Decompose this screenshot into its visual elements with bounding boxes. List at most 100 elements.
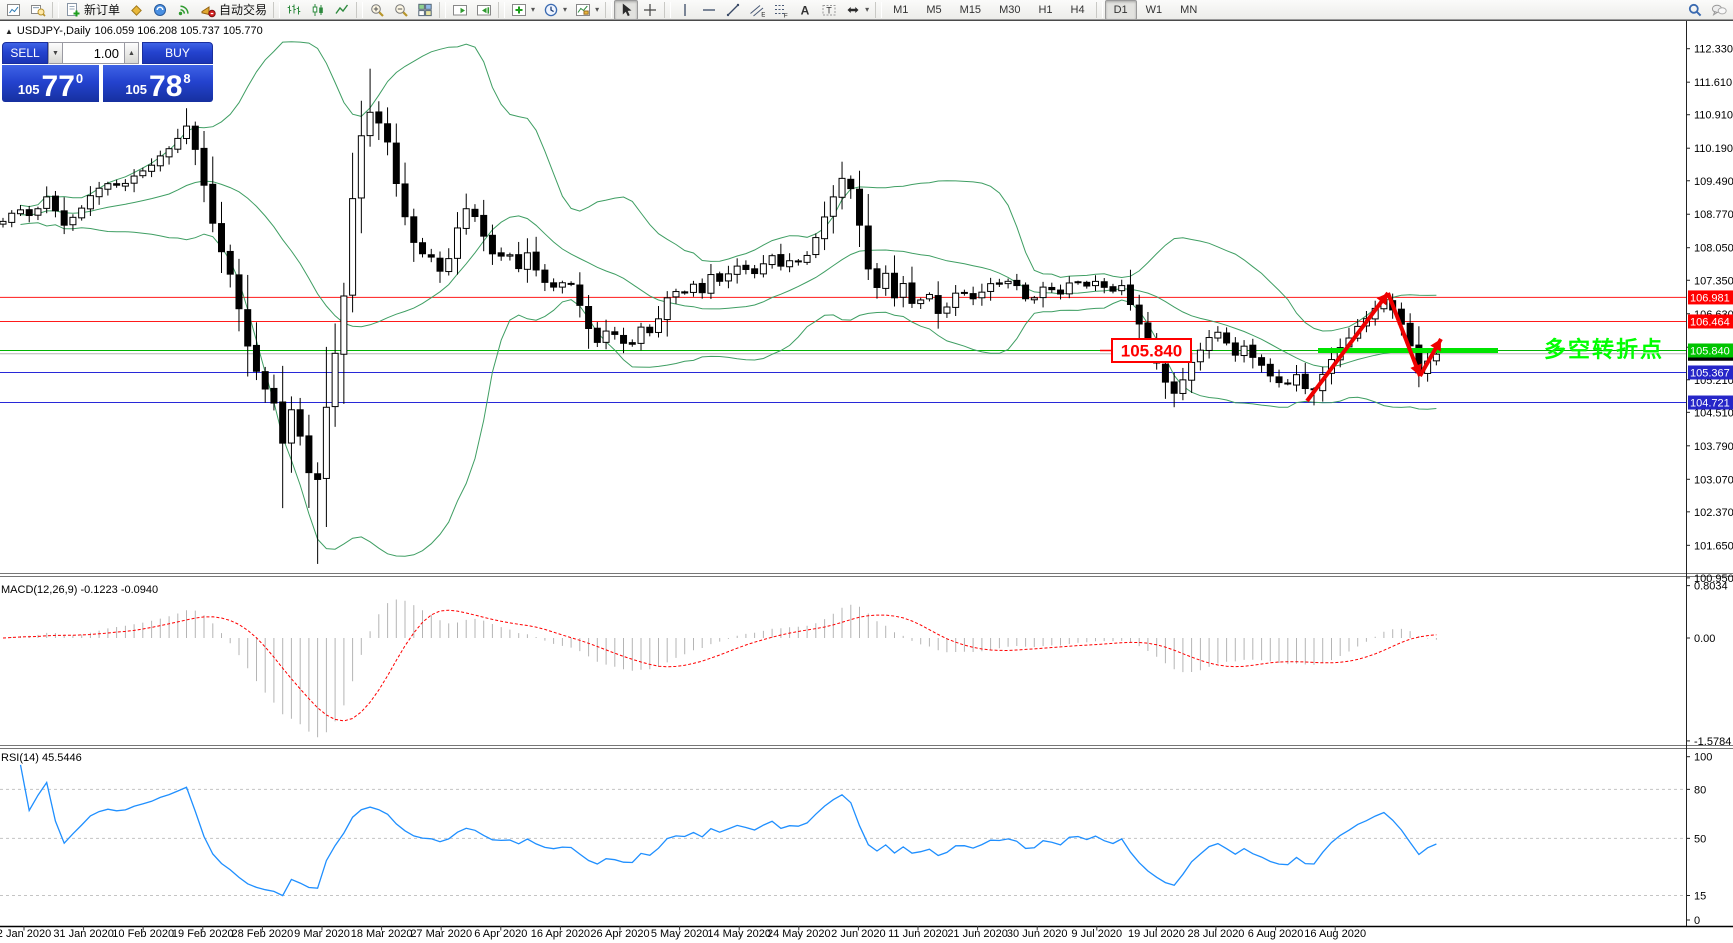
toolbar-separator [356,1,364,18]
rsi-level-lines [0,788,1686,897]
date-tick-label: 28 Feb 2020 [232,928,294,940]
rsi-tick-label: 0 [1694,915,1700,927]
label-t-icon: T [822,4,836,15]
toolbar-autoscroll-button[interactable] [448,0,472,20]
candlesticks [0,68,1440,564]
toolbar-new-order-button[interactable]: 新订单 [61,0,124,20]
buy-button[interactable]: BUY [142,42,213,64]
trend-arrow-head [1430,339,1441,352]
trend-arrow-head [1410,363,1422,376]
level-price-box [1688,343,1733,358]
toolbar-autotrade-button[interactable]: 自动交易 [196,0,271,20]
trend-arrow-line[interactable] [1386,292,1422,377]
toolbar-periods-clock-button[interactable]: ▾ [539,0,571,20]
timeframe-M5-button[interactable]: M5 [917,0,950,20]
bollinger-bands [20,41,1437,557]
timeframe-MN-button[interactable]: MN [1171,0,1206,20]
price-tick-label: 107.350 [1694,275,1733,287]
channel-icon: E [750,4,765,18]
price-tick-label: 102.370 [1694,507,1733,519]
toolbar-chat-button[interactable] [1707,0,1731,20]
timeframe-M1-button[interactable]: M1 [884,0,917,20]
dropdown-arrow-icon[interactable]: ▾ [595,5,600,14]
toolbar-hline-button[interactable] [697,0,721,20]
date-tick-label: 2 Jun 2020 [831,928,885,940]
toolbar-signals-green-button[interactable] [172,0,196,20]
sell-button[interactable]: SELL [2,42,48,64]
history-gold-icon [131,4,142,16]
date-tick-label: 19 Jul 2020 [1128,928,1185,940]
price-tick-label: 110.910 [1694,110,1733,122]
autoscroll-icon [453,4,468,15]
level-price-box [1688,290,1733,305]
dropdown-arrow-icon[interactable]: ▾ [563,5,568,14]
svg-text:F: F [784,12,788,18]
dropdown-arrow-icon[interactable]: ▾ [865,5,870,14]
main-toolbar: 新订单 自动交易 ▾ ▾ ▾ E F A T ▾ M1 M5 M15 M30 H1 H4 D1 W1 MN [0,0,1733,20]
chat-icon [1711,4,1727,16]
buy-price-display[interactable]: 105 78 8 [103,65,213,102]
date-tick-label: 11 Jun 2020 [888,928,948,940]
toolbar-fibonacci-button[interactable]: F [769,0,793,20]
toolbar-search-button[interactable] [1683,0,1707,20]
timeframe-D1-button[interactable]: D1 [1104,0,1137,20]
toolbar-zoom-in-button[interactable] [365,0,389,20]
toolbar-trendline-button[interactable] [721,0,745,20]
sell-price-big: 77 [41,70,75,103]
rsi-tick-label: 100 [1694,752,1712,764]
timeframe-MN-label: MN [1180,3,1198,16]
toolbar-history-gold-button[interactable] [124,0,148,20]
timeframe-M5-label: M5 [926,3,942,16]
price-tick-label: 104.510 [1694,407,1733,419]
toolbar-autotrade-label: 自动交易 [219,3,268,17]
toolbar-cursor-button[interactable] [614,0,639,20]
crosshair-icon [644,3,657,16]
toolbar-candles-chart-button[interactable] [306,0,330,20]
toolbar-vline-button[interactable] [673,0,697,20]
toolbar-label-t-button[interactable]: T [817,0,841,20]
toolbar-chart-shift-button[interactable] [472,0,496,20]
price-tick-label: 101.650 [1694,540,1733,552]
toolbar-channel-button[interactable]: E [745,0,769,20]
timeframe-H1-button[interactable]: H1 [1029,0,1061,20]
volume-decrease-button[interactable]: ▼ [48,42,63,64]
price-tag-box[interactable] [1111,338,1192,363]
volume-input[interactable]: 1.00 [63,42,124,64]
rsi-line [19,764,1437,897]
volume-increase-button[interactable]: ▲ [124,42,139,64]
chart-symbol-ohlc: ▲ USDJPY-,Daily 106.059 106.208 105.737 … [5,25,263,37]
trendline-icon [726,3,740,16]
toolbar-indicators-button[interactable]: ▾ [507,0,539,20]
sell-price-prefix: 105 [17,82,40,97]
timeframe-H4-button[interactable]: H4 [1062,0,1094,20]
price-tick-label: 111.610 [1694,77,1732,89]
price-scale[interactable]: 112.330 111.610 110.910 110.190 109.490 108.7… [1686,44,1733,927]
toolbar-right-icons [1683,0,1731,20]
dropdown-arrow-icon[interactable]: ▾ [531,5,536,14]
indicators-icon [512,3,527,16]
toolbar-text-a-button[interactable]: A [793,0,817,20]
trend-arrow-line[interactable] [1305,291,1390,403]
toolbar-line-chart-button[interactable] [330,0,354,20]
date-tick-label: 18 Mar 2020 [351,928,413,940]
toolbar-separator [439,1,447,18]
timeframe-M15-button[interactable]: M15 [951,0,990,20]
toolbar-crosshair-button[interactable] [638,0,662,20]
timeframe-M1-label: M1 [893,3,909,16]
toolbar-zoom-out-button[interactable] [389,0,413,20]
timeframe-W1-button[interactable]: W1 [1137,0,1172,20]
sell-price-display[interactable]: 105 77 0 [2,65,99,102]
toolbar-profiles-button[interactable] [26,0,50,20]
toolbar-chart-page-button[interactable] [2,0,26,20]
market-blue-icon [154,3,167,16]
toolbar-templates-button[interactable]: ▾ [571,0,603,20]
timeframe-M30-button[interactable]: M30 [990,0,1029,20]
toolbar-tile-windows-button[interactable] [413,0,437,20]
turning-point-label[interactable]: 多空转折点 [1544,337,1664,362]
toolbar-shapes-button[interactable]: ▾ [841,0,873,20]
toolbar-separator [498,1,506,18]
toolbar-market-blue-button[interactable] [148,0,172,20]
toolbar-bars-chart-button[interactable] [282,0,306,20]
